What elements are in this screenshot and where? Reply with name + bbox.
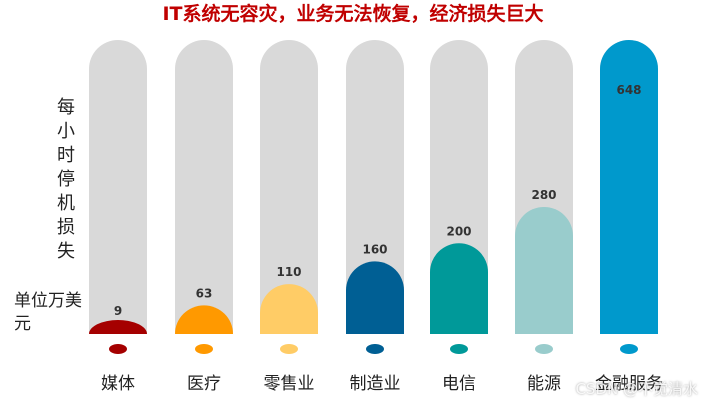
- bar: [89, 320, 147, 334]
- category-label: 金融服务: [595, 374, 663, 394]
- unit-label: 单位万美元: [14, 291, 82, 334]
- legend-dot: [450, 344, 468, 354]
- data-label: 280: [531, 188, 556, 202]
- data-label: 9: [114, 304, 122, 318]
- legend-dot: [280, 344, 298, 354]
- category-label: 零售业: [264, 374, 315, 394]
- category-label: 医疗: [187, 374, 221, 394]
- y-axis-label: 每小时停机损失: [57, 97, 75, 262]
- category-label: 电信: [442, 374, 476, 394]
- category-label: 制造业: [350, 374, 401, 394]
- data-label: 110: [276, 265, 301, 279]
- legend-dot: [109, 344, 127, 354]
- category-label: 媒体: [101, 374, 135, 394]
- data-label: 160: [362, 242, 387, 256]
- bar: [600, 40, 658, 334]
- legend-dot: [535, 344, 553, 354]
- legend-dot: [195, 344, 213, 354]
- legend-dot: [620, 344, 638, 354]
- bar: [346, 261, 404, 334]
- bar: [515, 206, 573, 334]
- data-label: 63: [196, 286, 213, 300]
- watermark: CSDN @不觉清水: [575, 380, 698, 398]
- data-label: 648: [616, 83, 641, 97]
- bar-track: [346, 40, 404, 334]
- bar: [430, 243, 488, 334]
- bar: [175, 305, 233, 334]
- bar: [260, 284, 318, 334]
- data-label: 200: [446, 224, 471, 238]
- chart-title: IT系统无容灾，业务无法恢复，经济损失巨大: [162, 3, 544, 25]
- bar-track: [175, 40, 233, 334]
- legend-dot: [366, 344, 384, 354]
- bar-track: [89, 40, 147, 334]
- category-label: 能源: [527, 374, 561, 394]
- bar-track: [260, 40, 318, 334]
